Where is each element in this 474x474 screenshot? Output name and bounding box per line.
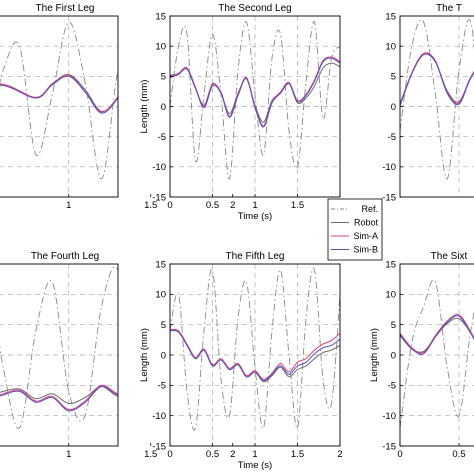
y-tick-label: 5 [161, 320, 166, 331]
x-tick-label: 1.5 [144, 449, 157, 460]
series-group [170, 21, 340, 180]
y-tick-label: 10 [155, 41, 166, 52]
legend-entry-label: Sim-B [354, 245, 379, 255]
grid [400, 264, 474, 446]
x-tick-label: 1 [66, 200, 71, 211]
y-tick-label: 10 [385, 41, 396, 52]
x-axis-label: Time (s) [238, 460, 272, 471]
panel-title: The First Leg [36, 3, 95, 14]
series-group [400, 19, 474, 180]
panel-title: The Second Leg [218, 3, 291, 14]
series-group [0, 266, 118, 429]
y-tick-label: -10 [152, 411, 166, 422]
series-line-ref [170, 21, 340, 180]
y-tick-label: -10 [152, 162, 166, 173]
grid [0, 264, 118, 446]
x-axis-label: Time (s) [238, 211, 272, 222]
y-tick-label: 15 [155, 11, 166, 22]
panel-title: The Fourth Leg [31, 251, 99, 262]
y-axis-label: Length (mm) [139, 80, 150, 134]
x-tick-label: 0 [397, 449, 402, 460]
y-tick-label: -10 [382, 411, 396, 422]
x-tick-label: 0 [167, 200, 172, 211]
y-tick-label: 0 [161, 350, 166, 361]
grid [170, 264, 340, 446]
y-tick-label: 0 [391, 350, 396, 361]
series-line-sima [400, 52, 474, 105]
y-tick-label: -5 [158, 132, 166, 143]
series-line-robot [0, 73, 118, 112]
x-tick-label: 2 [337, 449, 342, 460]
y-tick-label: -15 [152, 441, 166, 452]
x-tick-label: 2 [230, 449, 235, 460]
x-tick-label: 1 [252, 449, 257, 460]
axes-frame [0, 263, 119, 447]
series-line-simb [400, 53, 474, 107]
y-axis-label: Length (mm) [369, 328, 380, 382]
series-line-sima [170, 328, 340, 380]
x-tick-label: 2 [230, 200, 235, 211]
y-tick-label: 10 [385, 290, 396, 301]
x-tick-label: 1.5 [291, 449, 304, 460]
y-tick-label: 15 [385, 11, 396, 22]
series-line-sima [400, 314, 474, 354]
series-line-ref [0, 21, 118, 180]
y-tick-label: 15 [155, 259, 166, 270]
y-tick-label: 15 [385, 259, 396, 270]
panel-title: The Sixt [431, 251, 468, 262]
y-tick-label: -5 [158, 381, 166, 392]
x-tick-label: 1.5 [144, 200, 157, 211]
x-tick-label: 0 [167, 449, 172, 460]
grid [400, 16, 474, 197]
legend-entry-label: Robot [354, 218, 379, 228]
x-tick-label: 1 [66, 449, 71, 460]
series-line-simb [170, 329, 340, 382]
x-tick-label: 0.5 [206, 200, 219, 211]
y-tick-label: 5 [391, 72, 396, 83]
x-tick-label: 1.5 [291, 200, 304, 211]
y-tick-label: -5 [388, 381, 396, 392]
y-tick-label: 10 [155, 290, 166, 301]
series-line-robot [0, 385, 118, 405]
x-tick-label: 0.5 [206, 449, 219, 460]
axes-frame [0, 15, 119, 198]
legend: Ref. Robot Sim-A Sim-B [327, 198, 383, 261]
y-tick-label: 5 [161, 72, 166, 83]
series-line-ref [170, 267, 340, 431]
y-tick-label: 0 [391, 102, 396, 113]
series-line-sima [0, 384, 118, 411]
grid [0, 16, 118, 197]
panel-4: 1 1.5 2 The Fourth Leg [0, 251, 235, 460]
y-tick-label: 5 [391, 320, 396, 331]
series-line-simb [170, 57, 340, 128]
y-axis-label: Length (mm) [139, 328, 150, 382]
panel-title: The Fifth Leg [226, 251, 285, 262]
panel-1: 1 1.5 2 The First Leg [0, 3, 235, 211]
panel-title: The T [436, 3, 462, 14]
y-tick-label: -15 [152, 192, 166, 203]
y-tick-label: -15 [382, 192, 396, 203]
series-line-ref [400, 19, 474, 180]
series-line-simb [0, 75, 118, 114]
x-tick-label: 1 [252, 200, 257, 211]
legend-entry-label: Sim-A [354, 231, 379, 241]
y-tick-label: 0 [161, 102, 166, 113]
y-tick-label: -5 [388, 132, 396, 143]
panel-3: 15 10 5 0 -5 -10 -15 The T [382, 3, 474, 203]
legend-entry-label: Ref. [361, 204, 378, 214]
y-tick-label: -15 [382, 441, 396, 452]
y-tick-label: -10 [382, 162, 396, 173]
series-group [400, 279, 474, 428]
x-tick-label: 0.5 [452, 449, 465, 460]
series-line-simb [400, 315, 474, 355]
series-line-sima [0, 74, 118, 113]
series-line-ref [400, 279, 474, 428]
series-group [0, 21, 118, 180]
series-group [170, 267, 340, 431]
series-line-simb [0, 385, 118, 412]
